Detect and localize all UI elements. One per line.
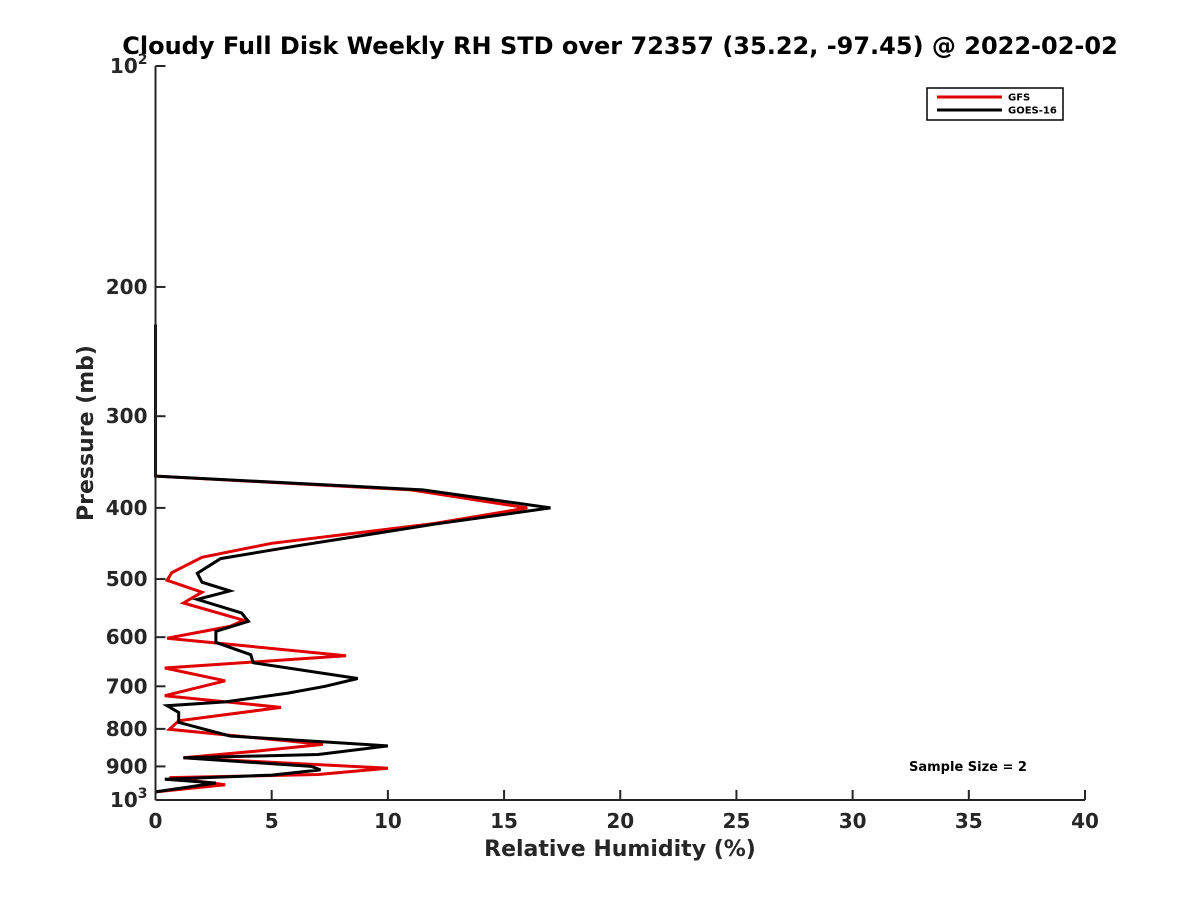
y-tick-label: 900 bbox=[106, 754, 148, 778]
chart-title: Cloudy Full Disk Weekly RH STD over 7235… bbox=[122, 32, 1118, 60]
series-line-gfs bbox=[154, 324, 528, 794]
x-axis-label: Relative Humidity (%) bbox=[484, 837, 756, 862]
y-tick-label: 600 bbox=[106, 625, 148, 649]
x-tick-label: 25 bbox=[723, 809, 751, 833]
x-tick-label: 40 bbox=[1071, 809, 1099, 833]
legend-box bbox=[926, 87, 1064, 121]
x-ticks: 0 5 10 15 20 25 30 35 40 bbox=[149, 790, 1099, 833]
y-tick-label: 200 bbox=[106, 275, 148, 299]
sample-size-annotation: Sample Size = 2 bbox=[909, 760, 1027, 775]
series-group bbox=[154, 324, 551, 794]
y-tick-label: 400 bbox=[106, 496, 148, 520]
x-tick-label: 30 bbox=[839, 809, 867, 833]
series-line-goes16 bbox=[154, 324, 551, 794]
legend-label-gfs: GFS bbox=[1008, 93, 1030, 104]
x-tick-label: 5 bbox=[265, 809, 279, 833]
y-axis-label: Pressure (mb) bbox=[74, 345, 99, 521]
legend-label-goes16: GOES-16 bbox=[1008, 106, 1057, 117]
y-tick-label: 800 bbox=[106, 717, 148, 741]
y-tick-label: 700 bbox=[106, 674, 148, 698]
x-tick-label: 35 bbox=[955, 809, 983, 833]
y-tick-label: 500 bbox=[106, 567, 148, 591]
x-tick-label: 15 bbox=[490, 809, 518, 833]
axes bbox=[154, 66, 1085, 801]
x-tick-label: 20 bbox=[606, 809, 634, 833]
y-tick-label: 103 bbox=[110, 786, 148, 812]
y-tick-label: 102 bbox=[110, 52, 148, 78]
x-tick-label: 0 bbox=[149, 809, 163, 833]
x-tick-label: 10 bbox=[374, 809, 402, 833]
y-tick-label: 300 bbox=[106, 404, 148, 428]
legend: GFS GOES-16 bbox=[926, 87, 1064, 121]
y-ticks: 102 200 300 400 500 600 700 800 900 103 bbox=[106, 52, 166, 812]
